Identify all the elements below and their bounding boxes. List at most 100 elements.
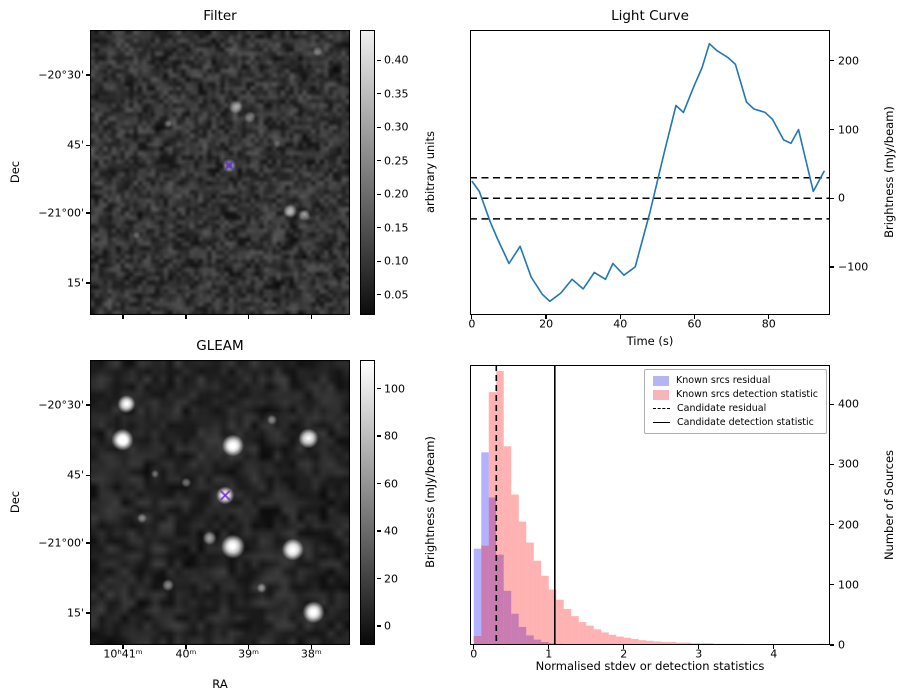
filter-colorbar-tick-label: 0.15 xyxy=(384,221,409,235)
tick-mark xyxy=(377,126,381,128)
legend-label: Candidate detection statistic xyxy=(677,417,814,428)
tick-mark xyxy=(377,530,381,532)
lightcurve-plot xyxy=(470,30,830,315)
tick-mark xyxy=(830,523,834,526)
tick-mark xyxy=(86,212,90,214)
gleam-colorbar-tick-label: 20 xyxy=(384,572,398,585)
tick-mark xyxy=(830,403,834,405)
legend-label: Known srcs detection statistic xyxy=(676,389,818,400)
legend-dashed-line-icon xyxy=(653,408,670,409)
legend-solid-line-icon xyxy=(653,422,670,423)
gleam-ylabel: Dec xyxy=(8,490,22,514)
gleam-ytick-label: 45' xyxy=(66,468,84,482)
tick-mark xyxy=(377,435,381,437)
lightcurve-ytick-label: 100 xyxy=(838,123,859,137)
histogram-legend: Known srcs residual Known srcs detection … xyxy=(644,369,827,434)
tick-mark xyxy=(623,645,625,649)
legend-label: Known srcs residual xyxy=(676,375,771,386)
tick-mark xyxy=(377,294,381,296)
lightcurve-title: Light Curve xyxy=(611,8,689,24)
tick-mark xyxy=(86,474,90,476)
gleam-heatmap-image xyxy=(90,360,350,645)
gleam-xtick-label: 40ᵐ xyxy=(175,647,197,661)
tick-mark xyxy=(377,59,381,61)
tick-mark xyxy=(548,645,550,649)
lightcurve-xtick-label: 60 xyxy=(687,317,702,331)
tick-mark xyxy=(377,227,381,229)
filter-colorbar-tick-label: 0.35 xyxy=(384,87,409,101)
gleam-colorbar xyxy=(360,360,375,645)
histogram-xlabel: Normalised stdev or detection statistics xyxy=(535,659,765,673)
gleam-xtick-label: 38ᵐ xyxy=(300,647,322,661)
tick-mark xyxy=(310,315,312,319)
legend-patch-icon xyxy=(653,375,669,386)
histogram-xtick-label: 0 xyxy=(470,647,478,661)
lightcurve-ytick-label: −100 xyxy=(838,260,869,274)
histogram-ylabel: Number of Sources xyxy=(882,449,896,561)
lightcurve-ylabel: Brightness (mJy/beam) xyxy=(882,106,896,238)
tick-mark xyxy=(377,93,381,95)
tick-mark xyxy=(768,315,770,319)
tick-mark xyxy=(830,60,834,62)
gleam-colorbar-label: Brightness (mJy/beam) xyxy=(423,436,437,568)
filter-ytick-label: −20°30' xyxy=(38,68,84,82)
gleam-xlabel: RA xyxy=(212,677,228,691)
histogram-ytick-label: 300 xyxy=(838,457,859,471)
tick-mark xyxy=(248,315,250,319)
filter-colorbar-tick-label: 0.40 xyxy=(384,53,409,67)
histogram-ytick-label: 0 xyxy=(838,638,845,652)
gleam-ytick-label: 15' xyxy=(66,606,84,620)
histogram-ytick-label: 100 xyxy=(838,578,859,592)
filter-colorbar xyxy=(360,30,375,315)
gleam-xtick-label: 39ᵐ xyxy=(238,647,260,661)
gleam-ytick-label: −21°00' xyxy=(38,536,84,550)
legend-item: Known srcs detection statistic xyxy=(653,389,818,400)
filter-ytick-label: 45' xyxy=(66,138,84,152)
lightcurve-xtick-label: 40 xyxy=(613,317,628,331)
histogram-plot xyxy=(470,365,830,645)
tick-mark xyxy=(619,315,621,319)
lightcurve-ytick-label: 200 xyxy=(838,54,859,68)
tick-mark xyxy=(377,160,381,162)
legend-label: Candidate residual xyxy=(677,403,767,414)
legend-item: Candidate detection statistic xyxy=(653,417,818,428)
tick-mark xyxy=(185,645,187,649)
tick-mark xyxy=(693,315,696,319)
gleam-colorbar-tick-label: 100 xyxy=(384,382,405,395)
tick-mark xyxy=(248,645,250,649)
tick-mark xyxy=(122,315,124,319)
filter-colorbar-tick-label: 0.05 xyxy=(384,288,409,302)
tick-mark xyxy=(310,645,312,649)
lightcurve-xlabel: Time (s) xyxy=(626,334,674,348)
gleam-xtick-label: 10ʰ41ᵐ xyxy=(103,647,143,661)
histogram-xtick-label: 2 xyxy=(620,647,628,661)
tick-mark xyxy=(545,315,547,319)
tick-mark xyxy=(377,625,381,627)
tick-mark xyxy=(185,315,187,319)
filter-colorbar-label: arbitrary units xyxy=(423,130,437,214)
filter-colorbar-tick-label: 0.10 xyxy=(384,254,409,268)
tick-mark xyxy=(377,577,381,580)
histogram-ytick-label: 400 xyxy=(838,397,859,411)
histogram-xtick-label: 4 xyxy=(770,647,778,661)
legend-item: Known srcs residual xyxy=(653,375,818,386)
filter-colorbar-tick-label: 0.25 xyxy=(384,154,409,168)
filter-colorbar-tick-label: 0.30 xyxy=(384,120,409,134)
tick-mark xyxy=(377,482,381,485)
tick-mark xyxy=(122,645,124,649)
gleam-colorbar-tick-label: 60 xyxy=(384,477,398,490)
tick-mark xyxy=(86,612,90,614)
tick-mark xyxy=(377,260,381,262)
tick-mark xyxy=(86,542,90,544)
legend-item: Candidate residual xyxy=(653,403,818,414)
histogram-ytick-label: 200 xyxy=(838,518,859,532)
tick-mark xyxy=(830,197,834,199)
gleam-colorbar-tick-label: 0 xyxy=(384,619,391,633)
filter-heatmap-image xyxy=(90,30,350,315)
gleam-ytick-label: −20°30' xyxy=(38,398,84,412)
tick-mark xyxy=(377,193,381,195)
lightcurve-xtick-label: 80 xyxy=(761,317,776,331)
tick-mark xyxy=(86,282,90,284)
tick-mark xyxy=(471,315,473,319)
